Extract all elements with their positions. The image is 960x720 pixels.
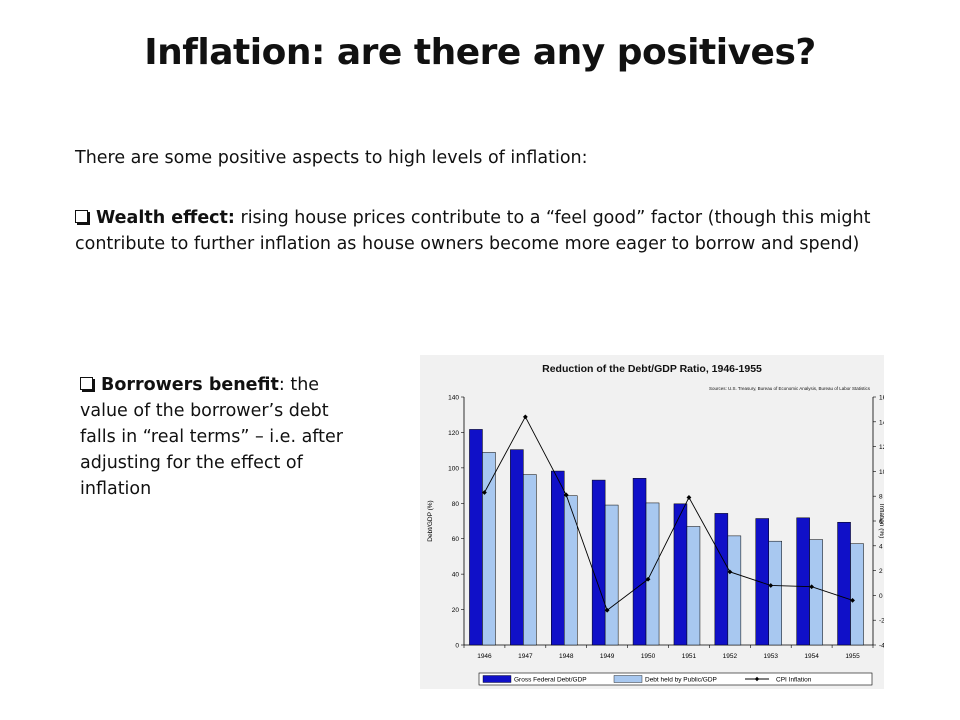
x-tick-label: 1955	[845, 653, 860, 660]
bar-public-debt	[768, 540, 782, 646]
bar-public-debt	[564, 495, 578, 646]
checkbox-bullet-icon	[80, 377, 93, 390]
legend-marker	[754, 676, 760, 682]
bar-gross-debt	[714, 513, 729, 646]
x-tick-label: 1947	[518, 653, 533, 660]
y2-tick-label: 10	[879, 469, 884, 476]
cpi-point	[850, 597, 855, 603]
y2-tick-label: 14	[879, 419, 884, 426]
y2-tick-label: 0	[879, 593, 883, 600]
bar-public-debt	[482, 452, 496, 646]
cpi-point	[645, 576, 651, 582]
legend-label: Debt held by Public/GDP	[645, 676, 717, 683]
x-tick-label: 1949	[600, 653, 615, 660]
chart-plot: 0 20 40 60 80 100 120 140 -4 -2 0 2 4 6 8 10 12 14 16 Debt/…	[427, 395, 884, 686]
cpi-point	[768, 583, 774, 588]
borrowers-benefit-label: Borrowers benefit	[101, 375, 279, 395]
y-tick-label: 140	[448, 395, 459, 402]
bar-gross-debt	[755, 518, 769, 646]
legend-box	[478, 672, 873, 686]
cpi-point	[563, 492, 569, 498]
x-tick-label: 1952	[723, 653, 738, 660]
wealth-effect-bullet: Wealth effect: rising house prices contr…	[75, 205, 905, 257]
cpi-inflation-line	[484, 415, 853, 612]
legend-swatch	[482, 675, 512, 683]
bar-gross-debt	[796, 517, 810, 646]
y-tick-label: 60	[452, 536, 460, 543]
bar-public-debt	[686, 526, 701, 646]
cpi-point	[686, 495, 692, 500]
y-axis-label: Debt/GDP (%)	[427, 500, 434, 541]
y2-tick-label: -2	[879, 618, 884, 625]
y2-axis-label: Inflation (%)	[878, 504, 884, 539]
y-tick-label: 0	[455, 643, 459, 650]
bar-gross-debt	[551, 470, 565, 646]
intro-text: There are some positive aspects to high …	[75, 148, 588, 168]
x-tick-label: 1950	[641, 653, 656, 660]
y-tick-label: 20	[452, 607, 460, 614]
y2-tick-label: 16	[879, 395, 884, 402]
bar-gross-debt	[469, 429, 483, 646]
cpi-point	[522, 414, 528, 420]
slide-title: Inflation: are there any positives?	[144, 32, 816, 73]
legend-swatch	[613, 675, 643, 683]
x-tick-label: 1948	[559, 653, 574, 660]
bar-public-debt	[850, 543, 864, 646]
bar-public-debt	[604, 504, 619, 646]
y2-tick-label: 12	[879, 444, 884, 451]
legend-label: Gross Federal Debt/GDP	[514, 676, 587, 683]
wealth-effect-label: Wealth effect:	[96, 208, 235, 228]
bar-gross-debt	[510, 449, 524, 646]
y2-tick-label: 8	[879, 494, 883, 501]
y-tick-label: 40	[452, 572, 460, 579]
x-tick-label: 1951	[682, 653, 697, 660]
wealth-effect-text: rising house prices contribute to a “fee…	[75, 208, 871, 254]
bar-gross-debt	[632, 478, 647, 646]
x-tick-label: 1954	[804, 653, 819, 660]
borrowers-benefit-bullet: Borrowers benefit: the value of the borr…	[80, 372, 355, 502]
bar-gross-debt	[591, 479, 606, 646]
y2-tick-label: 6	[879, 519, 883, 526]
y2-tick-label: 4	[879, 543, 883, 550]
y-tick-label: 100	[448, 465, 459, 472]
y-tick-label: 80	[452, 501, 460, 508]
y2-tick-label: 2	[879, 568, 883, 575]
x-tick-label: 1946	[477, 653, 492, 660]
bar-public-debt	[809, 539, 823, 646]
chart-title: Reduction of the Debt/GDP Ratio, 1946-19…	[542, 363, 762, 375]
borrowers-benefit-text: : the value of the borrower’s debt falls…	[80, 375, 343, 499]
cpi-point	[809, 584, 815, 590]
cpi-point	[604, 607, 610, 613]
bar-gross-debt	[837, 521, 851, 646]
cpi-point	[727, 569, 733, 575]
x-tick-label: 1953	[764, 653, 779, 660]
chart-sources: Sources: U.S. Treasury, Bureau of Econom…	[709, 386, 870, 391]
bar-public-debt	[727, 535, 742, 646]
y2-tick-label: -4	[879, 643, 884, 650]
legend-label: CPI Inflation	[776, 676, 812, 683]
y-tick-label: 120	[448, 430, 459, 437]
bar-public-debt	[645, 502, 660, 646]
bar-gross-debt	[673, 503, 688, 646]
cpi-point	[482, 490, 487, 495]
checkbox-bullet-icon	[75, 210, 88, 223]
debt-gdp-chart: Reduction of the Debt/GDP Ratio, 1946-19…	[420, 355, 884, 689]
bar-public-debt	[523, 474, 537, 646]
